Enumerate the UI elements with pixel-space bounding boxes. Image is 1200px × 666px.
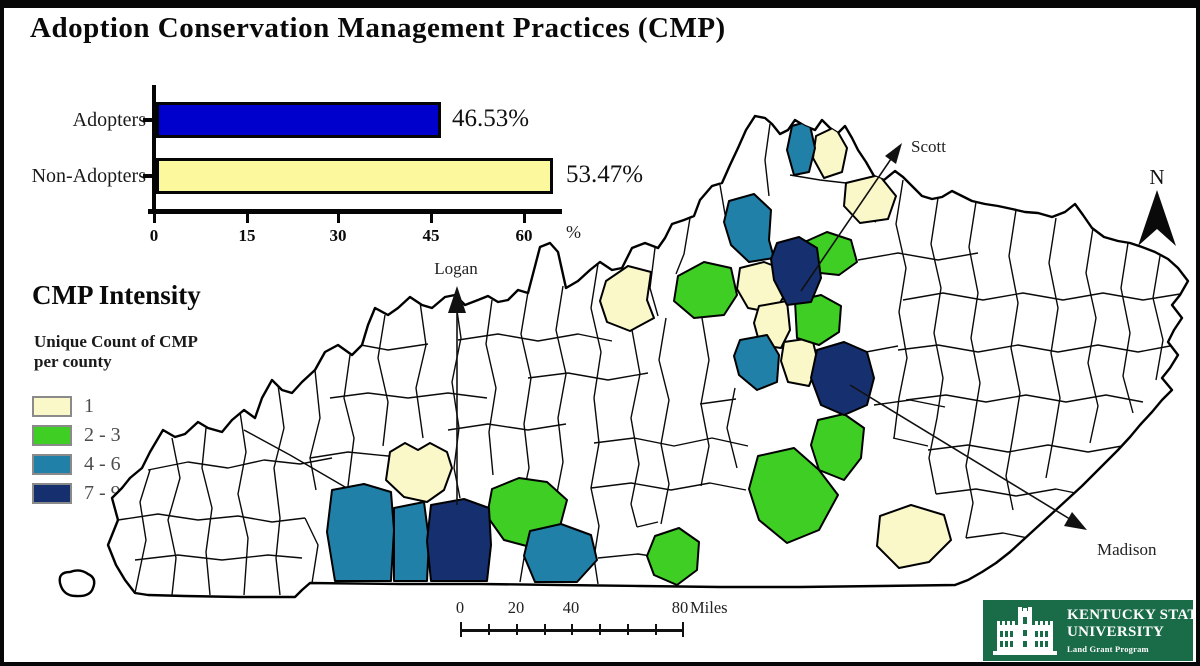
county-boundaries [857,179,1181,541]
madison-arrowhead-icon [1064,512,1087,530]
logo-tagline: Land Grant Program [1067,644,1149,654]
scale-tick [627,624,629,635]
scale-label: 80 [671,598,689,617]
logo-name-line2: UNIVERSITY [1067,624,1165,640]
scale-tick [488,624,490,635]
callout-arrows: Logan Scott Madison [434,137,1157,559]
bar-non-adopters [156,158,553,194]
state-outline-west-tip [58,569,96,598]
county [733,334,780,391]
counties-class-4 [426,236,875,582]
logan-arrowhead-icon [448,286,466,313]
castle-icon [993,606,1057,655]
scale-tick [516,624,518,635]
state-outline [106,114,1190,599]
counties-class-3 [326,120,816,583]
x-tick [523,214,526,223]
legend-swatch [32,483,72,504]
county [393,501,430,582]
page-title: Adoption Conservation Management Practic… [30,12,726,44]
scale-tick [599,624,601,635]
label-scott: Scott [911,137,946,156]
scott-arrow [800,155,894,292]
scale-tick [682,622,684,637]
y-tick [143,174,152,178]
legend-label: 2 - 3 [84,424,121,446]
north-arrow: N [1138,165,1176,246]
x-tick [246,214,249,223]
north-arrow-icon [1138,190,1176,246]
x-axis-unit-label: % [566,222,581,242]
bar-value-label: 53.47% [566,161,644,188]
x-axis [148,209,562,214]
county [523,523,598,583]
legend-row: 4 - 6 [32,453,121,476]
legend-swatch [32,454,72,475]
legend-swatch [32,396,72,417]
county-madison [810,341,875,416]
county [673,261,738,319]
county [794,294,842,346]
logo-name-line1: KENTUCKY STATE [1067,607,1200,623]
x-tick-label: 60 [515,226,533,245]
y-axis [152,85,156,213]
scale-tick [655,624,657,635]
legend-swatch [32,425,72,446]
counties-class-1 [385,126,952,569]
county [748,447,839,544]
legend-subtitle-line2: per county [34,352,112,371]
legend-row: 1 [32,395,94,418]
county [385,442,453,503]
x-tick-label: 30 [329,226,347,245]
ksu-logo: KENTUCKY STATE UNIVERSITY Land Grant Pro… [983,600,1196,661]
category-label: Adopters [72,109,146,131]
county-boundaries [117,384,346,596]
x-tick [337,214,340,223]
north-label: N [1149,165,1164,189]
county-boundaries [527,123,877,585]
y-tick [143,118,152,122]
scale-tick [544,624,546,635]
legend-title: CMP Intensity [32,280,201,310]
x-tick [430,214,433,223]
legend-subtitle: Unique Count of CMP per county [34,332,198,372]
county [810,413,865,481]
x-tick-label: 45 [422,226,440,245]
madison-arrow [849,384,1079,525]
scott-arrowhead-icon [885,143,902,164]
county-scott [770,236,822,306]
county [876,504,952,569]
scale-label: 20 [507,598,525,617]
scale-bar: 0 20 40 80 Miles [440,596,770,644]
legend-label: 4 - 6 [84,453,121,475]
label-logan: Logan [434,259,478,278]
county [599,265,655,332]
legend-subtitle-line1: Unique Count of CMP [34,332,198,351]
label-madison: Madison [1097,540,1157,559]
x-tick [153,214,156,223]
bar-adopters [156,102,441,138]
x-tick-label: 0 [149,226,159,245]
legend-row: 2 - 3 [32,424,121,447]
category-label: Non-Adopters [31,165,146,187]
scale-unit-label: Miles [690,598,728,617]
county [326,483,395,582]
scale-tick [460,622,462,637]
county-logan [426,498,492,582]
scale-label: 0 [455,598,465,617]
scale-tick [571,624,573,635]
scale-label: 40 [562,598,580,617]
x-tick-label: 15 [238,226,256,245]
county-boundaries [309,285,613,583]
county [646,527,700,586]
county [786,120,816,176]
legend-label: 1 [84,395,94,417]
bar-value-label: 46.53% [452,105,530,132]
